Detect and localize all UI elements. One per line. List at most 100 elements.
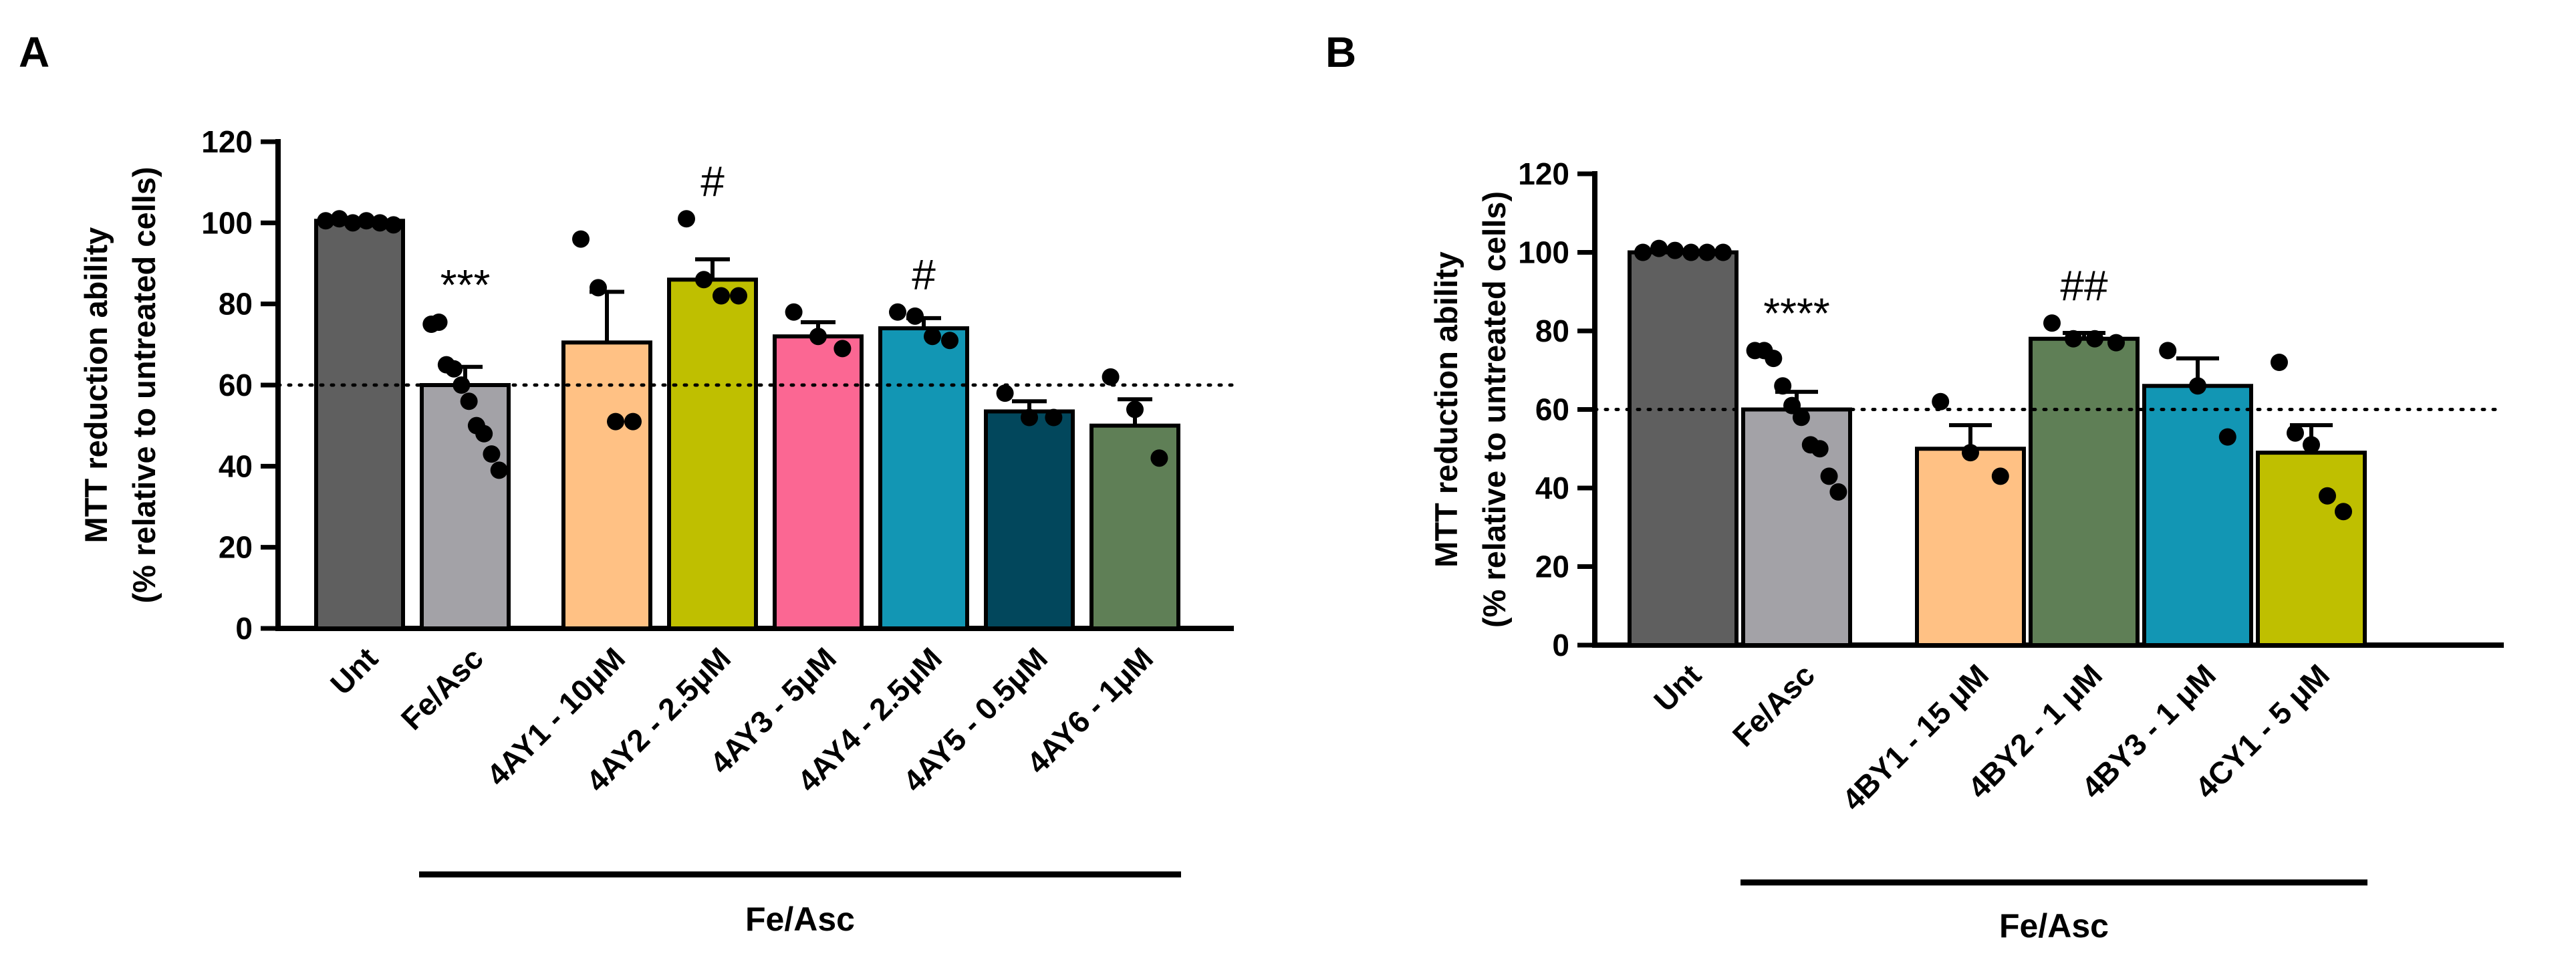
y-tick-label: 40 [219, 449, 253, 483]
bar [561, 340, 652, 630]
data-point [2043, 314, 2061, 332]
data-point [924, 328, 941, 346]
y-tick-label: 20 [1535, 550, 1569, 584]
bar [773, 334, 864, 630]
data-point [2107, 334, 2125, 352]
panel-a: A MTT reduction ability (% relative to un… [19, 28, 1236, 938]
data-point [2065, 330, 2082, 348]
data-point [833, 340, 852, 358]
data-point [2189, 377, 2206, 395]
y-tick-label: 120 [1518, 156, 1569, 191]
data-point [1126, 400, 1144, 418]
data-point [1666, 241, 1684, 259]
category-label: Unt [324, 640, 384, 701]
category-label: Unt [1647, 657, 1708, 718]
data-point [445, 360, 463, 378]
data-point [1991, 467, 2009, 485]
y-tick-label: 80 [219, 287, 253, 322]
data-point [1932, 392, 1950, 410]
data-point [1765, 350, 1783, 368]
group-label: Fe/Asc [1999, 907, 2109, 945]
data-point [889, 303, 906, 321]
data-point [906, 307, 924, 325]
y-tick-label: 100 [1518, 235, 1569, 270]
data-point [475, 425, 493, 443]
bar [1628, 250, 1738, 647]
y-tick-label: 100 [201, 205, 253, 240]
data-point [785, 303, 803, 321]
panel-b-plot: MTT reduction ability (% relative to untr… [1428, 156, 2506, 945]
data-point [678, 210, 695, 228]
category-label: Fe/Asc [1726, 657, 1821, 753]
data-point [1021, 408, 1038, 427]
data-point [483, 445, 501, 463]
data-point [695, 271, 713, 289]
data-point [624, 412, 642, 431]
bar [878, 326, 969, 630]
data-point [1811, 440, 1829, 458]
y-tick-label: 60 [1535, 392, 1569, 427]
data-point [730, 287, 747, 305]
data-point [344, 214, 362, 232]
data-point [358, 212, 376, 230]
bar [420, 383, 511, 630]
data-point [1962, 444, 1979, 462]
bar [2029, 336, 2140, 647]
data-point [1682, 243, 1700, 261]
bar [1741, 407, 1852, 647]
significance-label: # [700, 157, 725, 205]
data-point [607, 412, 624, 431]
data-point [2271, 354, 2288, 371]
data-point [2086, 330, 2103, 348]
y-tick-label: 20 [219, 530, 253, 565]
bar [667, 277, 758, 630]
data-point [2335, 503, 2352, 521]
data-point [2287, 424, 2304, 442]
data-point [941, 332, 958, 350]
category-label: 4BY1 - 15 μM [1835, 657, 1995, 817]
bar [314, 219, 405, 630]
data-point [317, 212, 335, 230]
y-tick-label: 40 [1535, 471, 1569, 505]
data-point [1820, 467, 1838, 485]
data-point [996, 384, 1014, 402]
y-tick-label: 80 [1535, 314, 1569, 348]
y-tick-label: 0 [235, 611, 253, 646]
data-point [590, 279, 607, 297]
category-label: Fe/Asc [394, 640, 490, 736]
y-axis-label-line2: (% relative to untreated cells) [1476, 191, 1512, 628]
data-point [1045, 408, 1063, 427]
significance-label: # [912, 251, 936, 299]
data-point [2319, 487, 2336, 505]
data-point [713, 287, 730, 305]
data-point [2159, 342, 2177, 360]
y-axis-label-line2: (% relative to untreated cells) [126, 167, 162, 604]
panel-b: B MTT reduction ability (% relative to un… [1325, 28, 2506, 945]
data-point [572, 230, 590, 248]
data-point [2303, 436, 2320, 454]
panel-b-letter: B [1325, 28, 1356, 76]
data-point [490, 461, 508, 479]
data-point [1102, 368, 1120, 386]
significance-label: **** [1763, 289, 1830, 337]
y-axis-label-line1: MTT reduction ability [78, 227, 114, 544]
significance-label: *** [440, 261, 491, 309]
group-label: Fe/Asc [745, 901, 855, 938]
y-axis-label-line1: MTT reduction ability [1428, 251, 1464, 568]
data-point [1792, 408, 1810, 427]
data-point [1714, 243, 1732, 261]
data-point [460, 392, 478, 410]
data-point [1698, 243, 1716, 261]
y-tick-label: 0 [1552, 628, 1569, 663]
data-point [1150, 449, 1168, 467]
data-point [1774, 377, 1792, 395]
y-tick-label: 60 [219, 368, 253, 402]
data-point [1829, 483, 1847, 501]
data-point [1650, 239, 1668, 257]
data-point [384, 216, 402, 234]
panel-a-plot: MTT reduction ability (% relative to untr… [78, 124, 1236, 938]
data-point [809, 328, 827, 346]
data-point [330, 210, 348, 228]
y-tick-label: 120 [201, 124, 253, 159]
